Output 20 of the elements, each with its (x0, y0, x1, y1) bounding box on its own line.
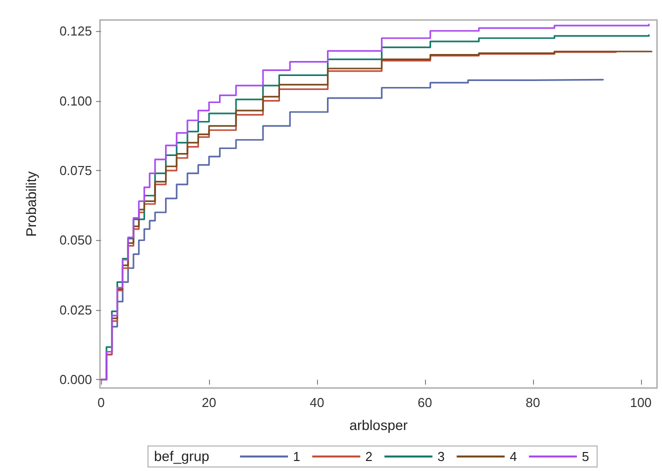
y-tick-label: 0.075 (59, 163, 92, 178)
x-tick-label: 80 (526, 395, 540, 410)
legend-label: 3 (437, 449, 445, 464)
y-tick-label: 0.000 (59, 372, 92, 388)
x-tick-label: 0 (97, 395, 105, 410)
legend-label: 1 (293, 449, 300, 464)
legend-label: 2 (365, 449, 372, 464)
legend-title: bef_grup (154, 448, 210, 464)
x-tick-label: 100 (630, 395, 652, 410)
x-axis-title: arblosper (349, 417, 408, 433)
x-tick-label: 60 (418, 395, 432, 410)
y-axis-title: Probability (23, 171, 39, 237)
y-tick-label: 0.100 (59, 93, 92, 108)
legend-label: 4 (510, 449, 517, 464)
y-tick-label: 0.050 (59, 232, 92, 248)
y-tick-label: 0.025 (59, 302, 92, 318)
legend-label: 5 (582, 449, 590, 464)
x-tick-label: 20 (202, 395, 216, 410)
y-tick-label: 0.125 (59, 24, 92, 39)
x-tick-label: 40 (310, 395, 324, 410)
